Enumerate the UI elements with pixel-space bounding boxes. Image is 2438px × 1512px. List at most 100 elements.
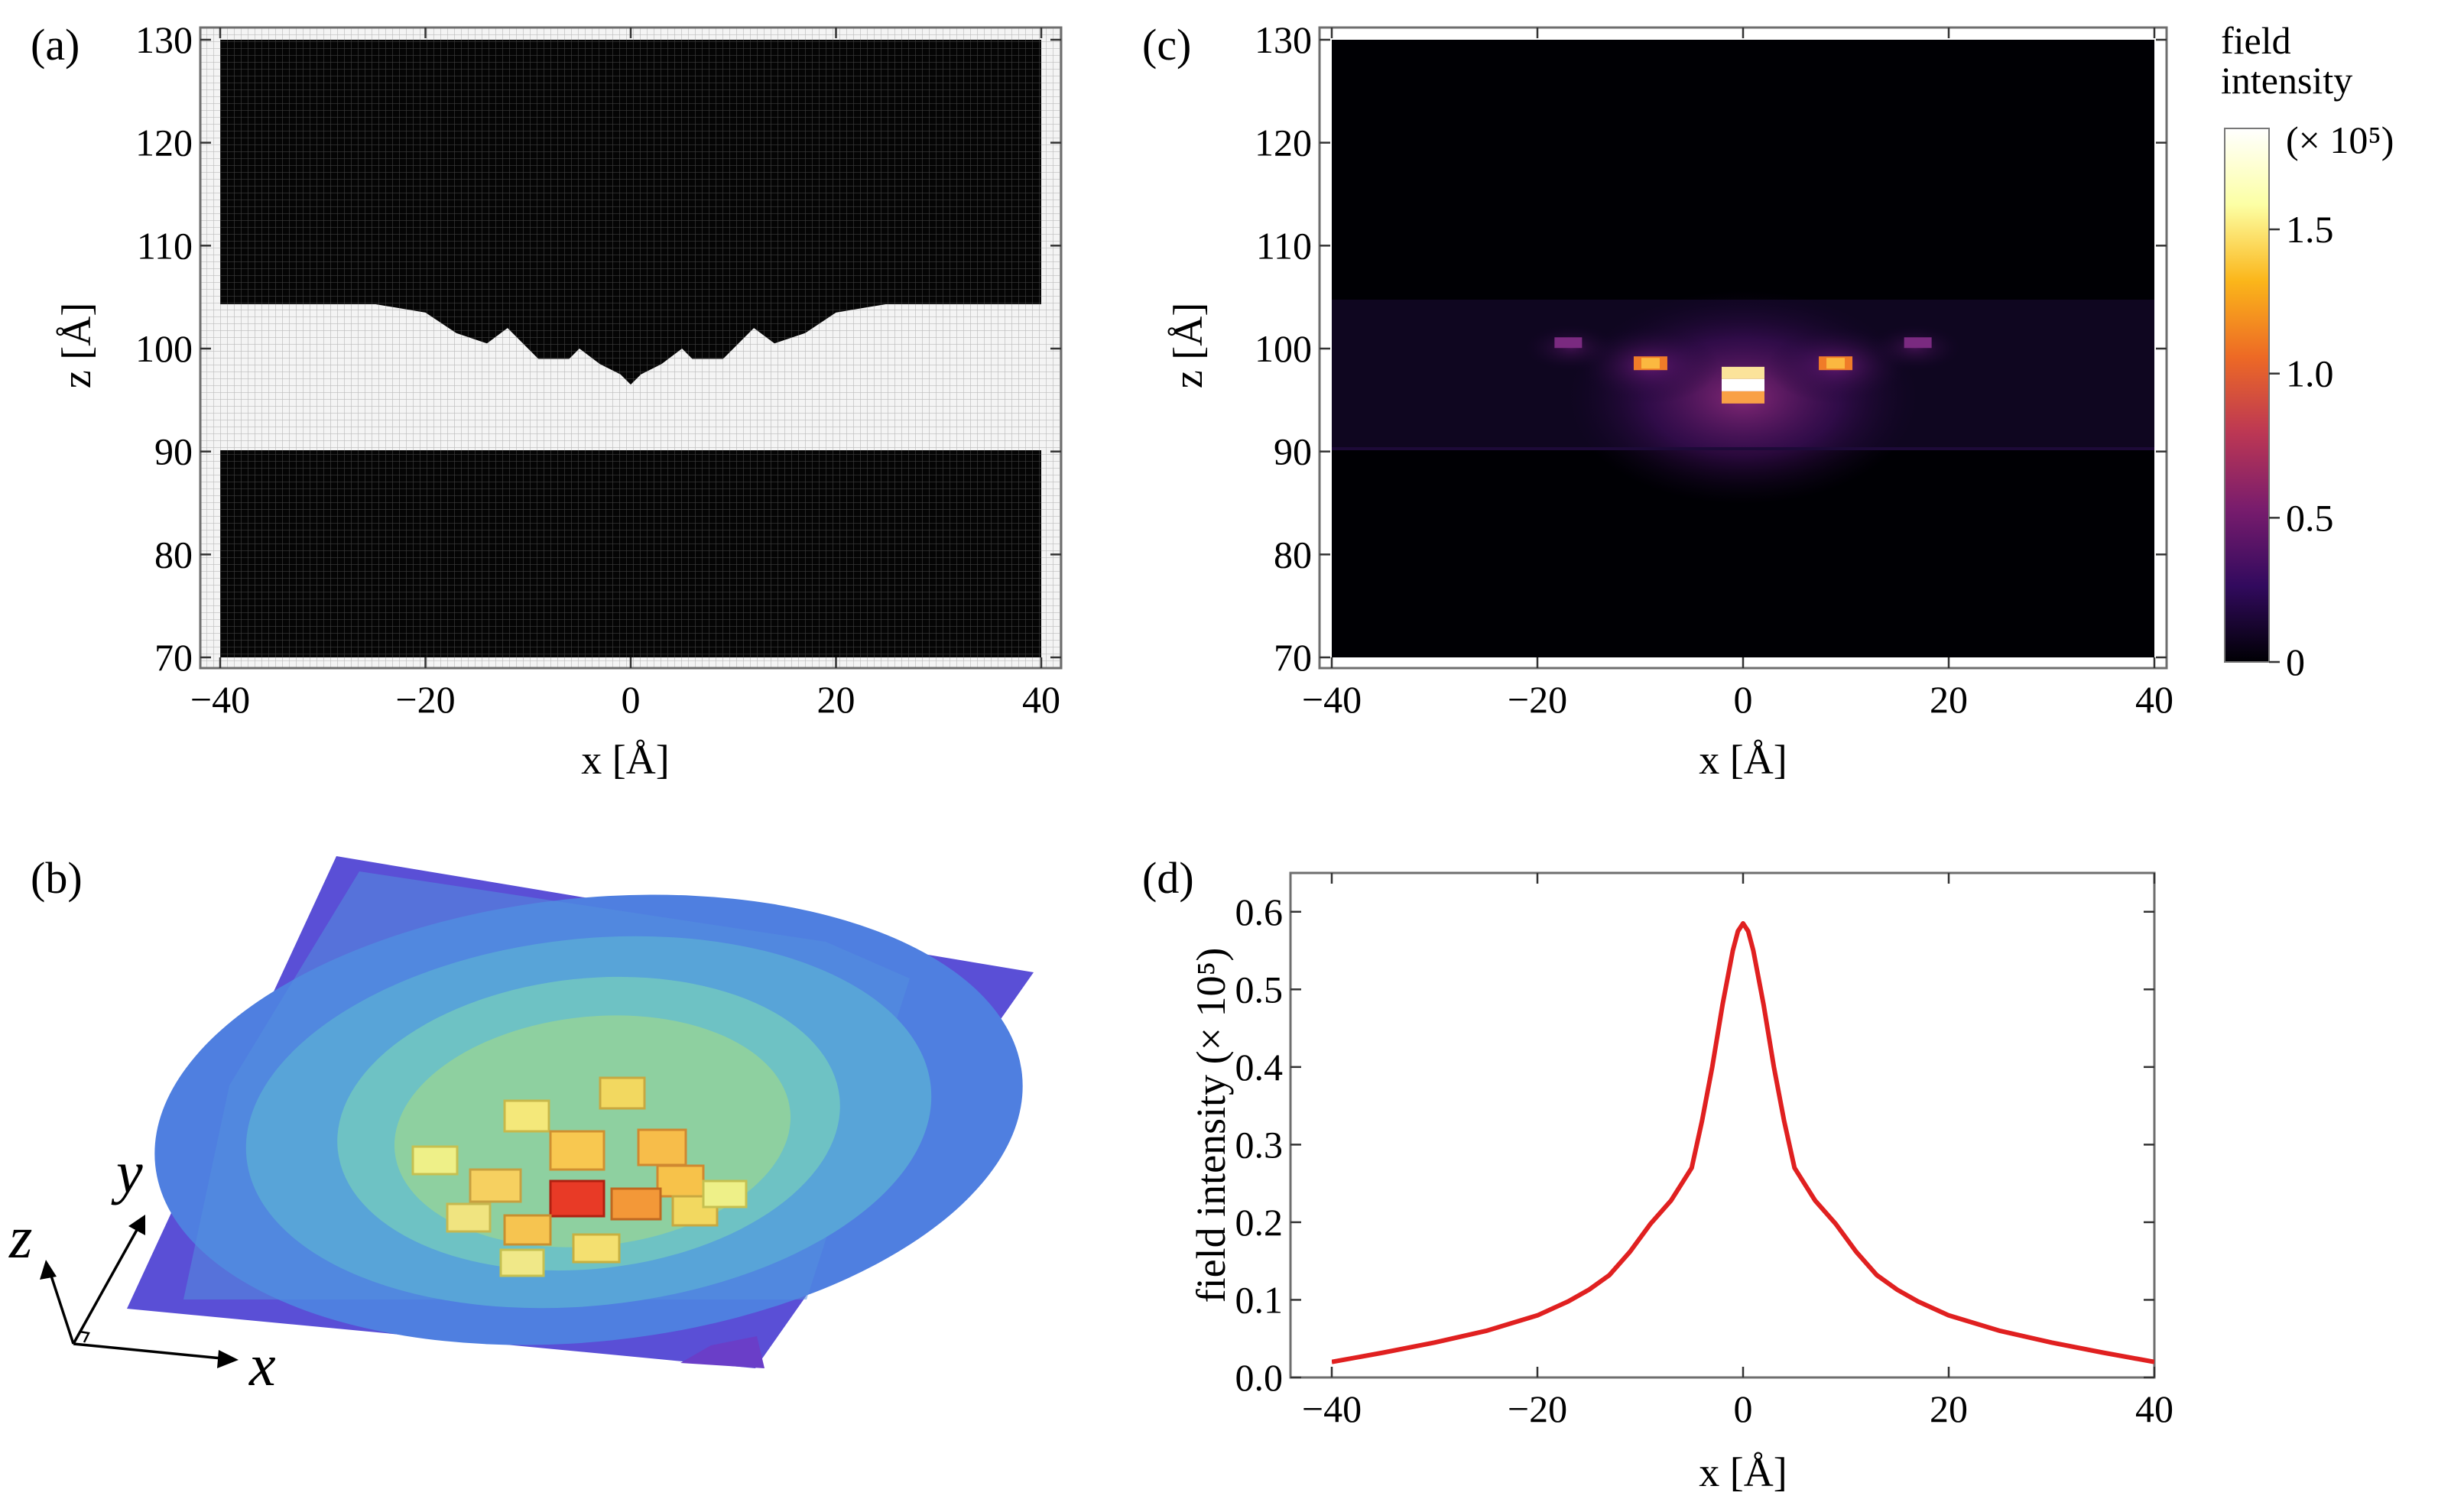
panel-c-label: (c) (1142, 20, 1191, 70)
y-tick-label: 0.0 (1235, 1356, 1284, 1399)
x-tick-label: 0 (1734, 1387, 1753, 1430)
y-tick-label: 110 (1256, 224, 1312, 267)
x-tick-label: −20 (395, 678, 455, 721)
triad-z-arrowhead (40, 1260, 57, 1280)
field-intensity-line (1332, 921, 2154, 1364)
colorbar-tick-label: 1.5 (2286, 208, 2334, 251)
axis-triad: x y z (8, 1139, 276, 1398)
colorbar: field intensity (× 10⁵) 0 0.5 1.0 1.5 (2221, 19, 2394, 683)
colorbar-unit: (× 10⁵) (2286, 118, 2394, 161)
panel-a-axes: −40 −20 0 20 40 70 80 90 100 110 120 130 (135, 18, 1061, 721)
hotspot-central-bottom (1722, 391, 1764, 404)
hotspot-side-core (1641, 358, 1660, 369)
x-tick-label: −40 (1302, 678, 1362, 721)
y-tick-label: 120 (135, 122, 193, 164)
colorbar-ticks: 0 0.5 1.0 1.5 (2269, 208, 2334, 683)
triad-y-label: y (111, 1139, 143, 1205)
triad-corner-mark (79, 1330, 90, 1343)
panel-d-frame (1289, 871, 2156, 1379)
pillar (637, 1128, 687, 1166)
hotspot-central-top (1722, 366, 1764, 379)
y-tick-label: 110 (137, 224, 193, 267)
y-tick-label: 100 (135, 327, 193, 370)
pillar (702, 1179, 748, 1209)
x-tick-label: 20 (817, 678, 855, 721)
pillar (549, 1130, 605, 1171)
triad-x-label: x (248, 1332, 276, 1398)
panel-b: (b) (8, 853, 1034, 1398)
panel-a-xlabel: x [Å] (581, 737, 669, 783)
hotspot-faint (1904, 337, 1932, 349)
hotspot-side-core (1826, 358, 1846, 369)
y-tick-label: 0.2 (1235, 1201, 1284, 1244)
x-tick-label: −40 (190, 678, 250, 721)
colorbar-title-line2: intensity (2221, 59, 2352, 102)
triad-z-label: z (8, 1204, 32, 1270)
y-tick-label: 90 (154, 430, 193, 473)
x-tick-label: −20 (1508, 1387, 1567, 1430)
panel-c-lower-boundary (1332, 447, 2154, 450)
panel-b-label: (b) (31, 853, 83, 903)
y-tick-label: 0.1 (1235, 1278, 1284, 1321)
pillar (572, 1233, 621, 1264)
panel-d-plot-area (1332, 921, 2154, 1364)
colorbar-tick-label: 0.5 (2286, 496, 2334, 539)
y-tick-label: 80 (154, 533, 193, 576)
panel-c-field (1332, 290, 2154, 505)
y-tick-label: 0.3 (1235, 1123, 1284, 1166)
colorbar-tick-label: 1.0 (2286, 352, 2334, 395)
panel-d: (d) −40 −20 0 20 40 0.0 0.1 0.2 0.3 0.4 0.5 0.6 x [… (1142, 853, 2173, 1495)
panel-a-label: (a) (31, 20, 80, 70)
triad-y-axis (72, 1222, 142, 1345)
panel-c-xlabel: x [Å] (1699, 737, 1787, 783)
x-tick-label: 40 (2135, 678, 2173, 721)
y-tick-label: 0.6 (1235, 891, 1284, 933)
y-tick-label: 90 (1274, 430, 1312, 473)
colorbar-title-line1: field (2221, 19, 2291, 62)
panel-c-plot (1318, 26, 2168, 670)
y-tick-label: 0.4 (1235, 1046, 1284, 1089)
panel-a-ylabel: z [Å] (54, 303, 99, 388)
x-tick-label: −40 (1302, 1387, 1362, 1430)
panel-d-axes: −40 −20 0 20 40 0.0 0.1 0.2 0.3 0.4 0.5 0.6 (1235, 873, 2173, 1430)
pillar (671, 1195, 719, 1227)
surface-corner-bottom-right (680, 1336, 765, 1368)
pillar (599, 1076, 646, 1110)
y-tick-label: 100 (1255, 327, 1312, 370)
pillar-center (549, 1179, 605, 1218)
x-tick-label: 40 (2135, 1387, 2173, 1430)
pillar (610, 1187, 662, 1221)
x-tick-label: 20 (1930, 1387, 1968, 1430)
hotspot-central-peak (1722, 378, 1764, 391)
panel-a-cell-grid (220, 40, 1041, 657)
y-tick-label: 70 (1274, 636, 1312, 679)
x-tick-label: −20 (1508, 678, 1567, 721)
pillar (503, 1214, 552, 1246)
hotspot-faint (1554, 337, 1583, 349)
triad-x-axis (73, 1342, 230, 1361)
pillar (656, 1164, 705, 1198)
x-tick-label: 0 (622, 678, 641, 721)
colorbar-bar (2224, 128, 2270, 663)
colorbar-tick-label: 0 (2286, 641, 2305, 683)
panel-d-label: (d) (1142, 853, 1194, 903)
pillar (499, 1248, 545, 1277)
panel-b-surface (127, 856, 1034, 1368)
panel-d-xlabel: x [Å] (1699, 1449, 1787, 1495)
y-tick-label: 120 (1255, 122, 1312, 164)
panel-c-hotspots (1554, 337, 1932, 404)
y-tick-label: 80 (1274, 533, 1312, 576)
y-tick-label: 70 (154, 636, 193, 679)
panel-d-ylabel: field intensity (× 10⁵) (1188, 948, 1234, 1303)
panel-c-ylabel: z [Å] (1165, 303, 1211, 388)
x-tick-label: 20 (1930, 678, 1968, 721)
triad-z-axis (47, 1268, 75, 1345)
triad-y-arrowhead (128, 1215, 145, 1235)
pillar (503, 1099, 550, 1133)
y-tick-label: 130 (135, 18, 193, 61)
triad-x-arrowhead (217, 1350, 239, 1368)
pillar (469, 1168, 522, 1203)
